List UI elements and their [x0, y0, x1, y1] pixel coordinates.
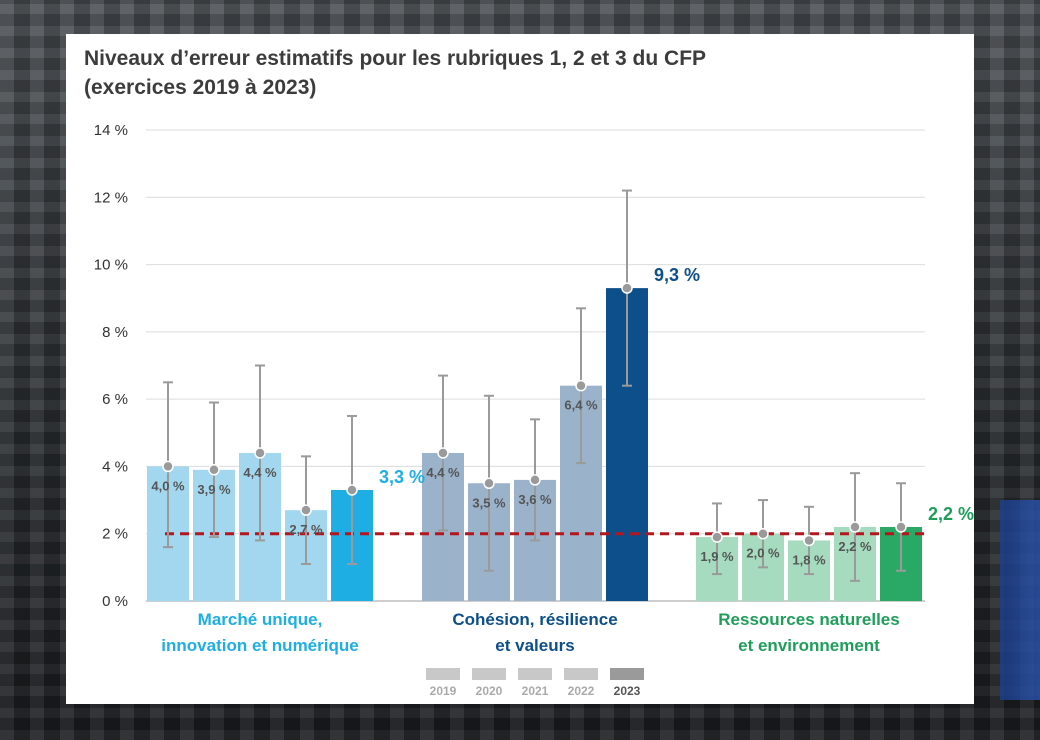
- data-label: 1,8 %: [792, 552, 826, 567]
- value-marker: [621, 282, 633, 294]
- legend-label: 2020: [476, 684, 503, 698]
- data-label: 3,9 %: [197, 482, 231, 497]
- y-tick-label: 10 %: [94, 257, 128, 274]
- data-label: 6,4 %: [564, 398, 598, 413]
- legend-swatch: [564, 668, 598, 680]
- category-label: Ressources naturelles: [718, 610, 899, 629]
- data-label: 1,9 %: [700, 549, 734, 564]
- data-label: 3,6 %: [518, 492, 552, 507]
- y-tick-label: 8 %: [102, 324, 128, 341]
- y-tick-label: 0 %: [102, 593, 128, 610]
- category-label: et environnement: [738, 636, 880, 655]
- legend-label: 2023: [614, 684, 641, 698]
- legend-swatch: [610, 668, 644, 680]
- y-tick-label: 6 %: [102, 391, 128, 408]
- y-tick-label: 2 %: [102, 526, 128, 543]
- value-marker: [300, 504, 312, 516]
- legend-label: 2021: [522, 684, 549, 698]
- value-marker: [849, 521, 861, 533]
- y-tick-label: 12 %: [94, 189, 128, 206]
- background-flag: [1000, 500, 1040, 700]
- data-label: 2,7 %: [289, 522, 323, 537]
- data-label: 3,3 %: [379, 467, 425, 487]
- value-marker: [529, 474, 541, 486]
- value-marker: [711, 531, 723, 543]
- data-label: 9,3 %: [654, 265, 700, 285]
- y-tick-label: 4 %: [102, 458, 128, 475]
- legend-swatch: [472, 668, 506, 680]
- value-marker: [483, 477, 495, 489]
- data-label: 4,4 %: [426, 465, 460, 480]
- data-label: 3,5 %: [472, 495, 506, 510]
- legend-label: 2019: [430, 684, 457, 698]
- value-marker: [895, 521, 907, 533]
- category-label: Cohésion, résilience: [452, 610, 617, 629]
- value-marker: [437, 447, 449, 459]
- value-marker: [208, 464, 220, 476]
- data-label: 4,4 %: [243, 465, 277, 480]
- value-marker: [162, 460, 174, 473]
- category-label: Marché unique,: [198, 610, 323, 629]
- value-marker: [254, 447, 266, 459]
- legend-swatch: [426, 668, 460, 680]
- legend-label: 2022: [568, 684, 595, 698]
- value-marker: [346, 484, 358, 496]
- category-label: innovation et numérique: [161, 636, 358, 655]
- value-marker: [575, 379, 587, 392]
- data-label: 2,2 %: [928, 504, 974, 524]
- data-label: 2,0 %: [746, 546, 780, 561]
- y-tick-label: 14 %: [94, 122, 128, 139]
- value-marker: [803, 534, 815, 547]
- chart-title: Niveaux d’erreur estimatifs pour les rub…: [84, 47, 706, 99]
- category-label: et valeurs: [495, 636, 574, 655]
- value-marker: [757, 527, 769, 540]
- legend-swatch: [518, 668, 552, 680]
- data-label: 2,2 %: [838, 539, 872, 554]
- data-label: 4,0 %: [151, 478, 185, 493]
